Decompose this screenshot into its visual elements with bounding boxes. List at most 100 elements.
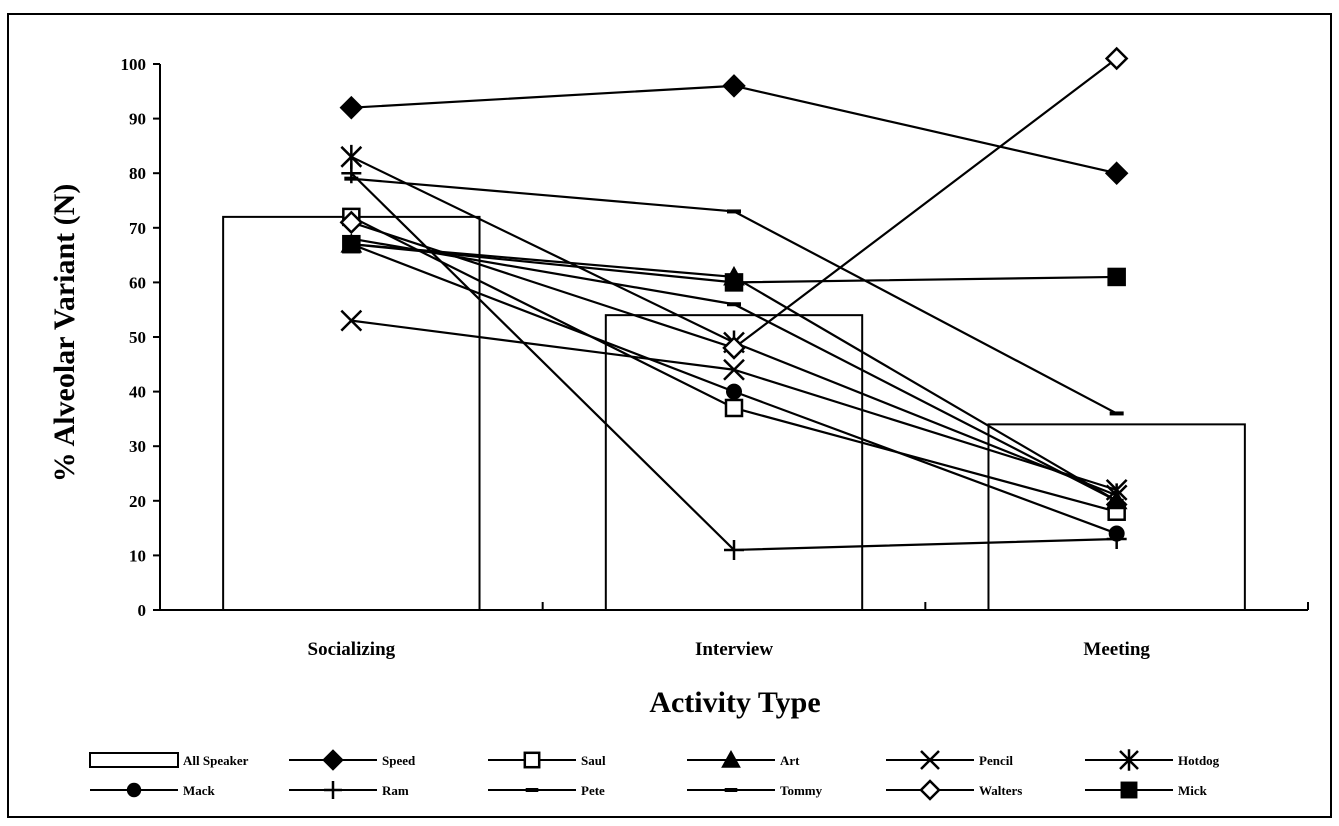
marker-shape — [126, 782, 142, 798]
markers-layer — [339, 46, 1129, 560]
labels-layer: % Alveolar Variant (N) Activity Type 0 10… — [48, 55, 1150, 719]
point-ram-meeting — [1106, 529, 1127, 550]
point-walters-socializing — [339, 210, 364, 235]
legend-item-tommy: Tommy — [687, 783, 823, 798]
point-speed-interview — [722, 74, 746, 98]
legend-label: Art — [780, 753, 800, 768]
series-line-speed — [351, 84, 1117, 175]
y-tick-label: 10 — [129, 546, 146, 565]
marker-shape — [920, 750, 940, 770]
point-mick-meeting — [1107, 267, 1126, 287]
legend-marker — [525, 788, 539, 792]
legend-label: Mick — [1178, 783, 1208, 798]
legend-marker — [919, 779, 941, 801]
marker-shape — [727, 209, 741, 214]
marker-shape — [1109, 411, 1124, 416]
marker-shape — [525, 788, 539, 792]
legend-marker — [126, 782, 142, 798]
legend-item-speed: Speed — [289, 749, 416, 771]
marker-shape — [1120, 781, 1138, 799]
marker-shape — [340, 309, 363, 332]
legend-label: Ram — [382, 783, 409, 798]
marker-shape — [724, 398, 744, 418]
legend-swatch — [89, 752, 179, 768]
legend-item-all-speaker: All Speaker — [89, 752, 249, 768]
legend-label: Mack — [183, 783, 216, 798]
legend-item-pete: Pete — [488, 783, 605, 798]
legend: All Speaker Speed Saul Art Pencil Hotdog Mack R… — [89, 749, 1220, 801]
marker-shape — [727, 302, 741, 307]
legend-item-walters: Walters — [886, 779, 1022, 801]
marker-shape — [722, 74, 746, 98]
marker-shape — [342, 234, 361, 254]
legend-label: Walters — [979, 783, 1022, 798]
y-tick-label: 20 — [129, 492, 146, 511]
point-tommy-interview — [727, 209, 741, 214]
marker-shape — [726, 383, 742, 400]
point-ram-interview — [724, 539, 744, 560]
legend-marker — [523, 751, 541, 769]
legend-item-pencil: Pencil — [886, 750, 1013, 770]
marker-shape — [722, 336, 746, 360]
marker-shape — [1109, 498, 1124, 503]
marker-shape — [339, 210, 364, 235]
point-mick-interview — [724, 273, 744, 292]
legend-label: All Speaker — [183, 753, 249, 768]
legend-label: Tommy — [780, 783, 823, 798]
y-tick-label: 80 — [129, 164, 146, 183]
point-pete-interview — [727, 302, 741, 307]
point-walters-meeting — [1104, 46, 1129, 71]
y-tick-label: 100 — [121, 55, 147, 74]
marker-shape — [1106, 529, 1127, 550]
point-tommy-socializing — [344, 176, 359, 181]
marker-shape — [1107, 267, 1126, 287]
legend-label: Hotdog — [1178, 753, 1220, 768]
legend-item-mack: Mack — [90, 782, 216, 798]
legend-item-art: Art — [687, 749, 800, 768]
legend-label: Saul — [581, 753, 606, 768]
legend-marker — [322, 749, 344, 771]
point-speed-socializing — [339, 95, 364, 120]
axes-layer — [153, 63, 1309, 611]
legend-label: Pencil — [979, 753, 1013, 768]
marker-shape — [723, 358, 745, 381]
x-tick-label: Interview — [695, 639, 773, 660]
marker-shape — [1104, 46, 1129, 71]
bar-all-speaker-socializing — [222, 215, 481, 611]
y-tick-label: 70 — [129, 219, 146, 238]
marker-shape — [724, 788, 738, 792]
x-axis-title: Activity Type — [649, 686, 820, 719]
legend-item-mick: Mick — [1085, 781, 1208, 799]
marker-shape — [1119, 749, 1139, 771]
marker-shape — [724, 273, 744, 292]
point-pencil-interview — [723, 358, 745, 381]
point-tommy-meeting — [1109, 411, 1124, 416]
point-mick-socializing — [342, 234, 361, 254]
x-tick-label: Meeting — [1083, 639, 1150, 660]
legend-marker — [721, 749, 741, 768]
point-walters-interview — [722, 336, 746, 360]
point-speed-meeting — [1104, 161, 1129, 185]
marker-shape — [339, 95, 364, 120]
legend-label: Pete — [581, 783, 605, 798]
marker-shape — [324, 781, 342, 799]
y-tick-label: 40 — [129, 383, 146, 402]
y-tick-label: 30 — [129, 437, 146, 456]
marker-shape — [523, 751, 541, 769]
y-tick-label: 50 — [129, 328, 146, 347]
point-pete-meeting — [1109, 498, 1124, 503]
marker-shape — [724, 539, 744, 560]
legend-marker — [324, 781, 342, 799]
marker-shape — [1104, 161, 1129, 185]
point-saul-interview — [724, 398, 744, 418]
y-tick-label: 60 — [129, 273, 146, 292]
bars-layer — [222, 215, 1246, 611]
legend-marker — [920, 750, 940, 770]
marker-shape — [344, 176, 359, 181]
x-tick-label: Socializing — [308, 639, 396, 660]
marker-shape — [919, 779, 941, 801]
marker-shape — [721, 749, 741, 768]
y-tick-label: 0 — [138, 601, 147, 620]
